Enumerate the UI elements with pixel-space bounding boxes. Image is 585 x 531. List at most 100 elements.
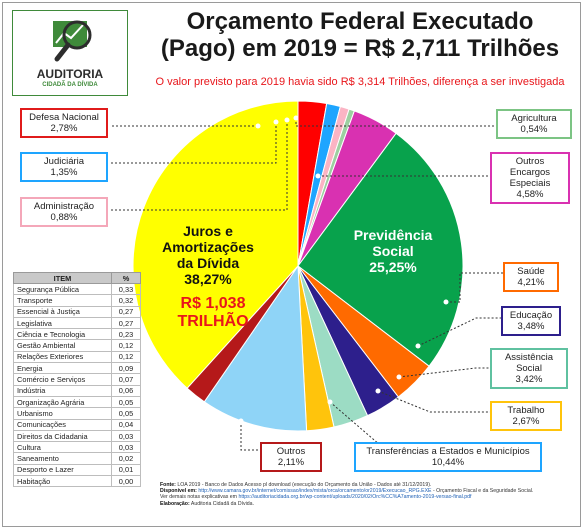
table-row: Desporto e Lazer 0,01	[13, 463, 141, 477]
callout-label-line3: Especiais	[509, 178, 551, 189]
source-footer: Fonte: LOA 2019 - Banco de Dados Acesso …	[160, 482, 580, 507]
callout-transferencias: Transferências a Estados e Municípios 10…	[354, 442, 542, 472]
table-row: Legislativa 0,27	[13, 316, 141, 330]
leader-trabalho	[377, 390, 490, 413]
elab-label: Elaboração:	[160, 500, 190, 507]
footer-fonte: Fonte: LOA 2019 - Banco de Dados Acesso …	[160, 482, 580, 488]
callout-label: Educação	[509, 310, 553, 321]
pie-slice-11	[203, 264, 308, 432]
callout-label: Judiciária	[43, 156, 85, 167]
previdencia-label-line1: Previdência	[354, 227, 433, 243]
callout-value: 4,21%	[517, 277, 545, 288]
leader-agricultura	[295, 118, 497, 127]
callout-outros: Outros 2,11%	[260, 442, 322, 472]
item-name: Legislativa	[13, 316, 112, 330]
item-percent: 0,09	[111, 362, 141, 375]
callout-label: Administração	[33, 201, 95, 212]
previdencia-label-line2: Social	[372, 243, 413, 259]
leader-judiciaria	[110, 122, 277, 164]
callout-value: 3,48%	[517, 321, 545, 332]
callout-value: 0,88%	[50, 212, 78, 223]
callout-saude: Saúde 4,21%	[503, 262, 559, 292]
item-name: Comércio e Serviços	[13, 373, 112, 386]
ver-text: Ver demais notas explicativas em	[160, 494, 237, 501]
title-line-1: Orçamento Federal Executado	[186, 8, 534, 35]
marker-educacao	[415, 343, 421, 349]
callout-agricultura: Agricultura 0,54%	[496, 109, 572, 139]
marker-saude	[443, 299, 449, 305]
leader-administracao	[110, 120, 288, 211]
disponivel-link[interactable]: http://www.camara.gov.br/internet/comiss…	[198, 488, 432, 495]
callout-value: 2,78%	[50, 123, 78, 134]
title-line-2: (Pago) em 2019 = R$ 2,711 Trilhões	[160, 35, 560, 62]
table-row: Comércio e Serviços 0,07	[13, 373, 141, 386]
table-row: Organização Agrária 0,05	[13, 395, 141, 409]
juros-label-line2: Amortizações	[162, 239, 254, 255]
footer-ver: Ver demais notas explicativas em https:/…	[160, 494, 580, 500]
table-row: Gestão Ambiental 0,12	[13, 339, 141, 352]
table-header-row: ITEM %	[13, 272, 141, 284]
fonte-label: Fonte:	[160, 482, 176, 488]
footer-elaboracao: Elaboração: Auditoria Cidadã da Dívida.	[160, 501, 580, 507]
callout-outros-encargos: Outros Encargos Especiais 4,58%	[490, 152, 570, 204]
leader-assistencia	[398, 367, 490, 378]
table-row: Segurança Pública 0,33	[13, 282, 141, 296]
logo-name: AUDITORIA	[36, 67, 104, 81]
callout-label-line2: Encargos	[509, 167, 551, 178]
callout-value: 2,67%	[512, 416, 540, 427]
item-percent: 0,05	[111, 395, 141, 409]
table-row: Relações Exteriores 0,12	[13, 350, 141, 364]
juros-amount-line1: R$ 1,038	[181, 295, 246, 312]
callout-label: Agricultura	[511, 113, 557, 124]
item-percent: 0,27	[111, 316, 141, 330]
previdencia-percent: 25,25%	[369, 259, 417, 275]
item-name: Habitação	[13, 475, 112, 488]
item-name: Ciência e Tecnologia	[13, 328, 112, 341]
marker-transferencias	[327, 399, 333, 405]
juros-percent: 38,27%	[184, 271, 232, 287]
table-row: Cultura 0,03	[13, 441, 141, 454]
pie-slice-0	[132, 100, 299, 389]
fonte-text: LOA 2019 - Banco de Dados Acesso pl down…	[177, 482, 432, 488]
callout-value: 0,54%	[520, 124, 548, 135]
table-row: Indústria 0,06	[13, 384, 141, 397]
marker-agricultura	[293, 115, 299, 121]
callout-value: 10,44%	[431, 457, 465, 468]
marker-outros	[238, 418, 244, 424]
table-row: Transporte 0,32	[13, 294, 141, 307]
item-percent: 0,32	[111, 294, 141, 307]
leader-outros	[240, 421, 260, 451]
item-name: Organização Agrária	[13, 395, 112, 409]
ver-link[interactable]: https://auditoriacidada.org.br/wp-conten…	[238, 494, 472, 501]
juros-amount-line2: TRILHÃO	[177, 310, 248, 330]
callout-administracao: Administração 0,88%	[20, 197, 108, 227]
minor-items-table: ITEM % Segurança Pública 0,33 Transporte 0,…	[13, 272, 141, 488]
table-row: Urbanismo 0,05	[13, 407, 141, 420]
item-name: Transporte	[13, 294, 112, 307]
item-percent: 0,33	[111, 282, 141, 296]
table-row: Essencial à Justiça 0,27	[13, 305, 141, 318]
item-name: Urbanismo	[13, 407, 112, 420]
header-item: ITEM	[13, 272, 112, 284]
callout-educacao: Educação 3,48%	[501, 306, 561, 336]
item-percent: 0,00	[111, 475, 141, 488]
marker-judiciaria	[273, 119, 279, 125]
table-row: Comunicações 0,04	[13, 418, 141, 431]
callout-label-line1: Outros	[515, 156, 545, 167]
callout-value: 1,35%	[50, 167, 78, 178]
pie-slice-6	[297, 132, 464, 367]
marker-defesa	[255, 123, 261, 129]
logo-tagline: CIDADÃ DA DÍVIDA	[42, 82, 98, 88]
item-percent: 0,02	[111, 452, 141, 465]
magnifier-chart-icon	[53, 20, 92, 62]
callout-label: Saúde	[517, 266, 545, 277]
disponivel-label: Disponível em:	[160, 488, 197, 495]
pie-slice-12	[186, 265, 299, 403]
elab-text: Auditoria Cidadã da Dívida.	[190, 500, 255, 507]
callout-assistencia-social: Assistência Social 3,42%	[490, 348, 568, 389]
juros-label-line3: da Dívida	[177, 255, 239, 271]
item-percent: 0,12	[111, 339, 141, 352]
item-percent: 0,06	[111, 384, 141, 397]
callout-label: Trabalho	[507, 405, 545, 416]
